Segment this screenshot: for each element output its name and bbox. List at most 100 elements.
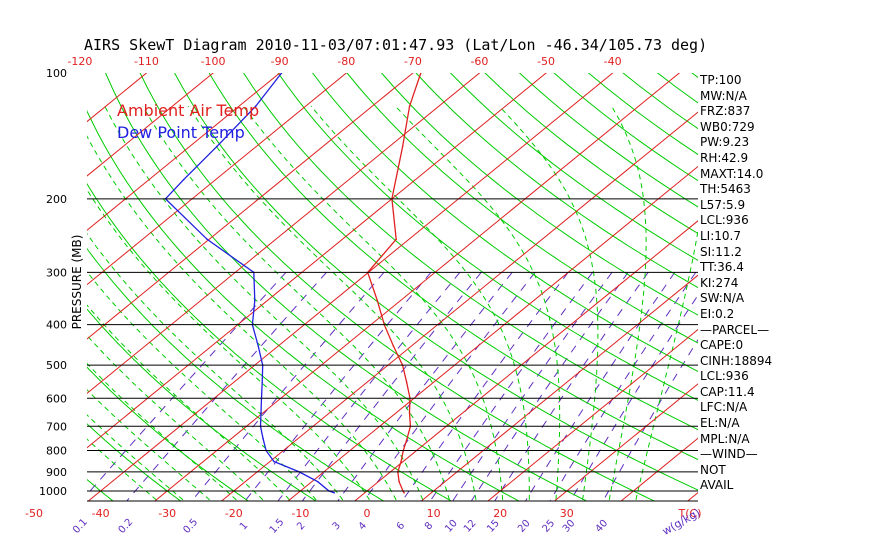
mixing-ratio-line — [337, 272, 513, 501]
stat-item: LI:10.7 — [700, 228, 741, 243]
legend-ambient-air-temp: Ambient Air Temp — [117, 101, 260, 120]
pressure-tick-label: 500 — [46, 359, 67, 372]
stat-item: NOT — [700, 462, 726, 477]
sounding-point — [262, 438, 264, 440]
mixing-ratio-line — [549, 272, 697, 501]
top-temp-tick-label: -60 — [470, 55, 488, 68]
bottom-temp-tick-label: 20 — [493, 507, 507, 520]
stat-item: TP:100 — [700, 73, 742, 87]
sounding-point — [261, 381, 264, 384]
dry-adiabat-line — [311, 73, 698, 372]
pressure-tick-label: 600 — [46, 392, 67, 405]
sounding-point — [406, 438, 408, 440]
isotherm-line — [287, 165, 698, 501]
mixing-ratio-label: 4 — [357, 520, 369, 532]
dry-adiabat-line — [0, 58, 46, 502]
stat-item: MPL:N/A — [700, 431, 750, 446]
mixing-ratio-line — [363, 272, 536, 501]
stability-index-list: TP:100 MW:N/A FRZ:837 WB0:729 PW:9.23 RH:42.9… — [700, 73, 772, 494]
stat-item: WB0:729 — [700, 119, 755, 134]
mixing-ratio-line — [602, 338, 698, 501]
mixing-ratio-label: 20 — [516, 518, 533, 535]
mixing-ratio-line — [429, 272, 593, 501]
sounding-point — [273, 460, 275, 463]
dry-adiabat-line — [277, 73, 698, 401]
isotherm-line — [87, 73, 614, 501]
top-temp-tick-label: -50 — [537, 55, 555, 68]
isotherm-line — [220, 111, 698, 501]
stat-item: EI:0.2 — [700, 306, 735, 321]
sounding-point — [257, 345, 260, 347]
sounding-point — [254, 299, 256, 302]
pressure-tick-label: 900 — [46, 466, 67, 479]
pressure-tick-label: 400 — [46, 319, 67, 332]
top-temp-tick-label: -110 — [134, 55, 159, 68]
isotherm-line — [87, 73, 281, 231]
pressure-tick-label: 300 — [46, 266, 67, 279]
bottom-temp-tick-label: -40 — [92, 507, 110, 520]
sounding-point — [333, 492, 336, 494]
top-temp-tick-label: -80 — [337, 55, 355, 68]
moist-adiabat-line — [498, 105, 599, 500]
isotherm-line — [420, 274, 698, 501]
sounding-point — [280, 73, 283, 74]
bottom-temp-tick-label: -30 — [158, 507, 176, 520]
pressure-tick-label: 1000 — [39, 485, 67, 498]
moist-adiabat-line — [87, 232, 344, 501]
stat-item: KI:274 — [700, 275, 739, 290]
mixing-ratio-label: 0.5 — [181, 517, 200, 536]
dry-adiabat-line — [773, 58, 870, 502]
bottom-temp-tick-label: 10 — [427, 507, 441, 520]
bottom-temp-tick-label: 0 — [364, 507, 371, 520]
sounding-point — [376, 299, 379, 302]
stat-item: AVAIL — [700, 478, 734, 493]
isotherm-line — [87, 73, 481, 395]
sounding-point — [408, 105, 411, 107]
isotherm-line — [0, 64, 25, 502]
dry-adiabat-line — [208, 73, 698, 461]
mixing-ratio-label: 8 — [423, 520, 435, 532]
pressure-tick-label: 800 — [46, 444, 67, 457]
dry-adiabat-line — [449, 73, 698, 261]
moist-adiabat-line — [142, 105, 450, 501]
moist-adiabat-line — [87, 270, 317, 501]
sounding-point — [182, 178, 185, 181]
stat-item: —WIND— — [700, 447, 758, 462]
sounding-point — [395, 238, 398, 241]
top-temp-tick-label: -40 — [604, 55, 622, 68]
mixing-ratio-line — [301, 272, 482, 501]
mixing-ratio-line — [87, 272, 287, 496]
sounding-point — [398, 480, 400, 483]
pressure-tick-label: 100 — [46, 67, 67, 80]
isotherm-line — [87, 73, 414, 340]
stat-item: TT:36.4 — [700, 260, 744, 275]
mixing-ratio-line — [401, 272, 569, 501]
temperature-unit-label: T(C) — [678, 507, 702, 520]
mixing-ratio-line — [569, 294, 698, 501]
bottom-temp-tick-label: -10 — [291, 507, 309, 520]
stat-item: L57:5.9 — [700, 197, 746, 212]
sounding-point — [405, 381, 408, 384]
dry-adiabat-line — [841, 58, 870, 502]
stat-item: MW:N/A — [700, 88, 747, 103]
isotherm-line — [87, 73, 348, 286]
chart-title: AIRS SkewT Diagram 2010-11-03/07:01:47.9… — [84, 36, 708, 54]
isotherm-line — [87, 73, 214, 177]
moist-adiabat-line — [635, 227, 698, 501]
dew-point-tempseries-line — [164, 73, 335, 494]
stat-item: PW:9.23 — [700, 135, 750, 150]
isotherm-line — [87, 73, 547, 449]
mixing-ratio-label: 15 — [485, 518, 502, 535]
top-temp-tick-label: -70 — [404, 55, 422, 68]
mixing-ratio-line — [524, 272, 676, 501]
stat-item: LCL:936 — [700, 213, 749, 228]
mixing-ratio-line — [277, 272, 461, 501]
stat-item: SW:N/A — [700, 291, 745, 306]
stat-item: TH:5463 — [700, 182, 751, 197]
moist-adiabat-line — [87, 135, 397, 501]
isotherm-line — [487, 328, 698, 501]
mixing-ratio-line — [470, 272, 629, 501]
bottom-temp-tick-label: 30 — [560, 507, 574, 520]
sounding-point — [420, 73, 422, 74]
